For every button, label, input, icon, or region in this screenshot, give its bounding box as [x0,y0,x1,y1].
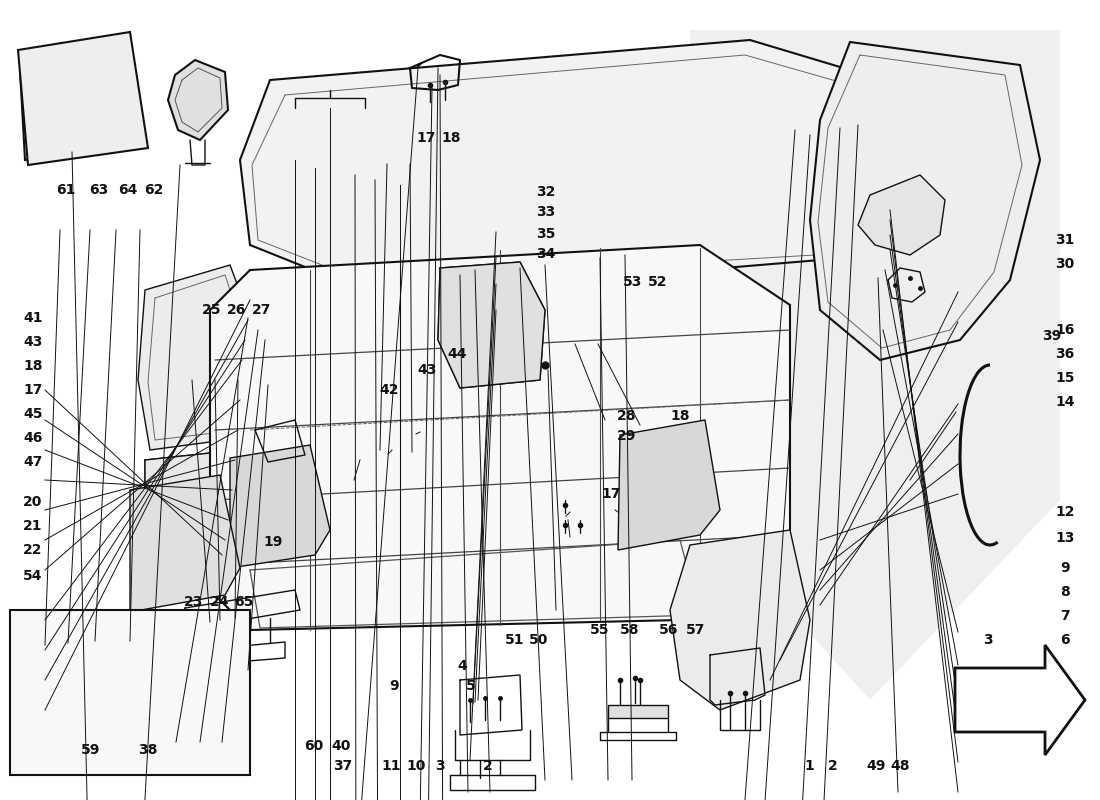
Text: 38: 38 [138,743,157,758]
Text: 35: 35 [536,226,556,241]
Text: 58: 58 [619,623,639,638]
Text: 9: 9 [389,679,398,694]
Polygon shape [18,32,148,165]
Text: a passion
for motoring: a passion for motoring [328,365,652,595]
Text: 59: 59 [80,743,100,758]
Text: 53: 53 [623,274,642,289]
Text: 61: 61 [56,183,76,198]
Polygon shape [145,438,380,502]
Polygon shape [690,30,1060,700]
Polygon shape [130,475,240,612]
Text: 7: 7 [1060,609,1069,623]
Text: 57: 57 [685,623,705,638]
Text: 26: 26 [227,303,246,318]
Text: 46: 46 [23,431,43,446]
Text: 15: 15 [1055,370,1075,385]
Text: 18: 18 [23,359,43,374]
Text: 43: 43 [417,362,437,377]
Polygon shape [138,265,260,450]
Text: 52: 52 [648,274,668,289]
Text: 19: 19 [263,535,283,550]
Text: 29: 29 [617,429,637,443]
Text: 22: 22 [23,543,43,558]
Bar [10,610,250,775]
Polygon shape [230,445,330,568]
Text: 1: 1 [805,759,814,774]
Text: 24: 24 [210,594,230,609]
Text: 10: 10 [406,759,426,774]
Polygon shape [145,492,320,595]
Polygon shape [20,55,135,160]
Text: 49: 49 [866,759,886,774]
Polygon shape [240,40,910,285]
Polygon shape [210,245,790,630]
Text: 28: 28 [617,409,637,423]
Text: 33: 33 [536,205,556,219]
Text: 62: 62 [144,183,164,198]
Text: 18: 18 [441,130,461,145]
Text: 11: 11 [382,759,402,774]
Text: 47: 47 [23,455,43,470]
Text: 31: 31 [1055,233,1075,247]
Text: 18: 18 [670,409,690,423]
Polygon shape [168,60,228,140]
Text: 43: 43 [23,335,43,350]
Text: 9: 9 [1060,561,1069,575]
Text: 13: 13 [1055,530,1075,545]
Text: 17: 17 [23,383,43,398]
Text: 17: 17 [602,487,621,502]
Text: 48: 48 [890,759,910,774]
Text: 42: 42 [379,383,399,398]
Text: 23: 23 [184,594,204,609]
Text: 8: 8 [1060,585,1069,599]
Text: 37: 37 [333,759,353,774]
Text: 25: 25 [201,303,221,318]
Text: 55: 55 [590,623,609,638]
Text: 14: 14 [1055,394,1075,409]
Text: 2: 2 [828,759,837,774]
Text: 44: 44 [448,346,468,361]
Text: 50: 50 [529,633,549,647]
Text: 3: 3 [983,633,992,647]
Text: S: S [865,126,975,274]
Text: 41: 41 [23,311,43,326]
Text: 12: 12 [1055,505,1075,519]
Polygon shape [858,175,945,255]
Polygon shape [618,420,720,550]
Text: 27: 27 [252,303,272,318]
Text: 36: 36 [1055,346,1075,361]
Text: 17: 17 [416,130,436,145]
Text: 34: 34 [536,247,556,262]
Text: 6: 6 [1060,633,1069,647]
Text: 45: 45 [23,407,43,422]
Text: 39: 39 [1042,329,1062,343]
Text: 2: 2 [483,759,492,774]
Text: 16: 16 [1055,322,1075,337]
Text: 60: 60 [304,738,323,753]
Text: 32: 32 [536,185,556,199]
Text: 40: 40 [331,738,351,753]
Text: 65: 65 [234,594,254,609]
Text: 30: 30 [1055,257,1075,271]
Text: 64: 64 [118,183,138,198]
Polygon shape [438,262,544,388]
Text: 63: 63 [89,183,109,198]
Text: 3: 3 [436,759,444,774]
Text: 4: 4 [458,658,466,673]
Text: 20: 20 [23,495,43,510]
Polygon shape [670,530,810,710]
Polygon shape [810,42,1040,360]
Text: 56: 56 [659,623,679,638]
Text: 51: 51 [505,633,525,647]
Text: 5: 5 [466,679,475,694]
Text: 21: 21 [23,519,43,534]
Polygon shape [955,645,1085,755]
Text: 54: 54 [23,569,43,583]
Polygon shape [608,705,668,718]
